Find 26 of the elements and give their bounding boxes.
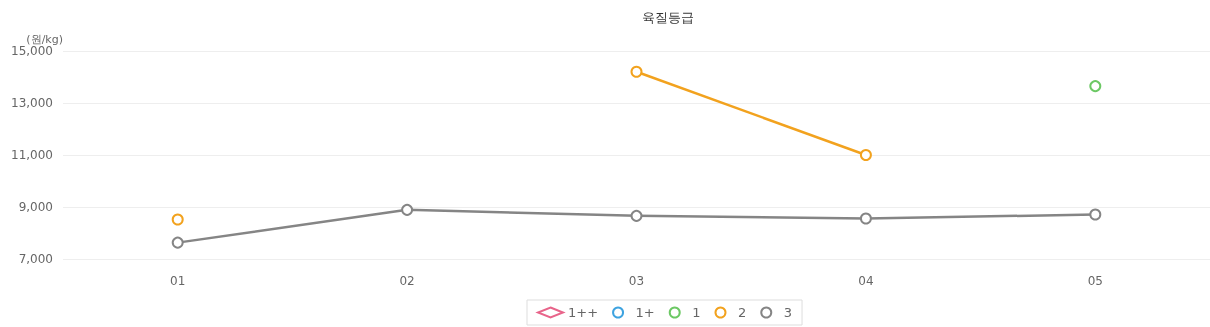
x-tick-label: 05 — [1087, 274, 1103, 288]
y-tick-label: 15,000 — [11, 44, 53, 58]
y-axis-title: (원/kg) — [26, 33, 63, 46]
y-tick-label: 9,000 — [18, 200, 53, 214]
y-tick-label: 7,000 — [18, 252, 53, 266]
point — [401, 203, 414, 216]
legend-label: 1 — [692, 305, 701, 320]
point — [171, 213, 184, 226]
point — [859, 149, 872, 161]
point — [171, 236, 184, 249]
legend-label: 2 — [737, 305, 747, 320]
legend-label: 3 — [783, 305, 793, 320]
y-tick-label: 13,000 — [11, 96, 53, 110]
y-tick-label: 11,000 — [11, 148, 53, 162]
legend-label: 1++ — [568, 305, 599, 320]
chart-title: 육질등급 — [642, 10, 694, 25]
legend-label: 1+ — [635, 305, 655, 320]
x-tick-label: 01 — [170, 274, 186, 288]
point — [859, 212, 872, 225]
point — [1089, 80, 1102, 93]
x-tick-label: 04 — [858, 274, 874, 288]
point — [630, 65, 643, 78]
point — [630, 209, 643, 222]
x-tick-label: 02 — [399, 274, 415, 288]
point — [1089, 208, 1102, 221]
x-tick-label: 03 — [628, 274, 645, 288]
